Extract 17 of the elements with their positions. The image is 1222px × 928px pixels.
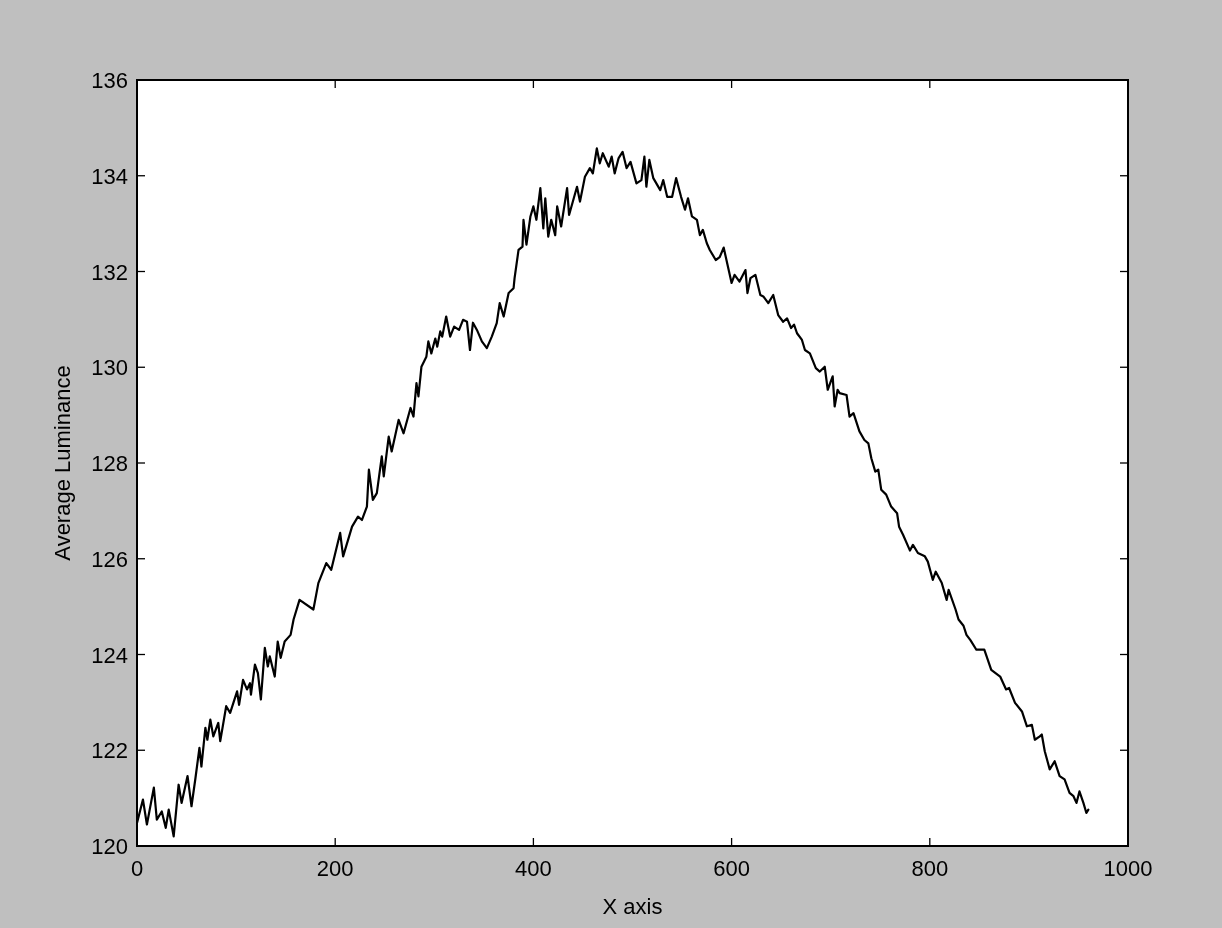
y-tick-label: 130 bbox=[91, 355, 128, 381]
x-tick-label: 1000 bbox=[1103, 856, 1153, 881]
x-tick-label: 600 bbox=[713, 856, 750, 881]
y-tick-label: 122 bbox=[91, 738, 128, 764]
y-tick-label: 124 bbox=[91, 642, 128, 668]
x-tick-label: 200 bbox=[316, 856, 354, 881]
x-axis-title: X axis bbox=[602, 894, 663, 919]
y-tick-label: 132 bbox=[91, 259, 128, 285]
x-tick-label: 400 bbox=[515, 856, 552, 881]
y-tick-label: 128 bbox=[91, 451, 128, 476]
y-tick-label: 120 bbox=[91, 834, 128, 859]
x-tick-label: 0 bbox=[130, 856, 144, 881]
y-tick-label: 134 bbox=[91, 163, 128, 189]
y-tick-label: 126 bbox=[91, 546, 128, 572]
y-tick-label: 136 bbox=[91, 68, 128, 93]
y-axis-title: Average Luminance bbox=[49, 365, 75, 561]
x-tick-label: 800 bbox=[911, 856, 949, 881]
